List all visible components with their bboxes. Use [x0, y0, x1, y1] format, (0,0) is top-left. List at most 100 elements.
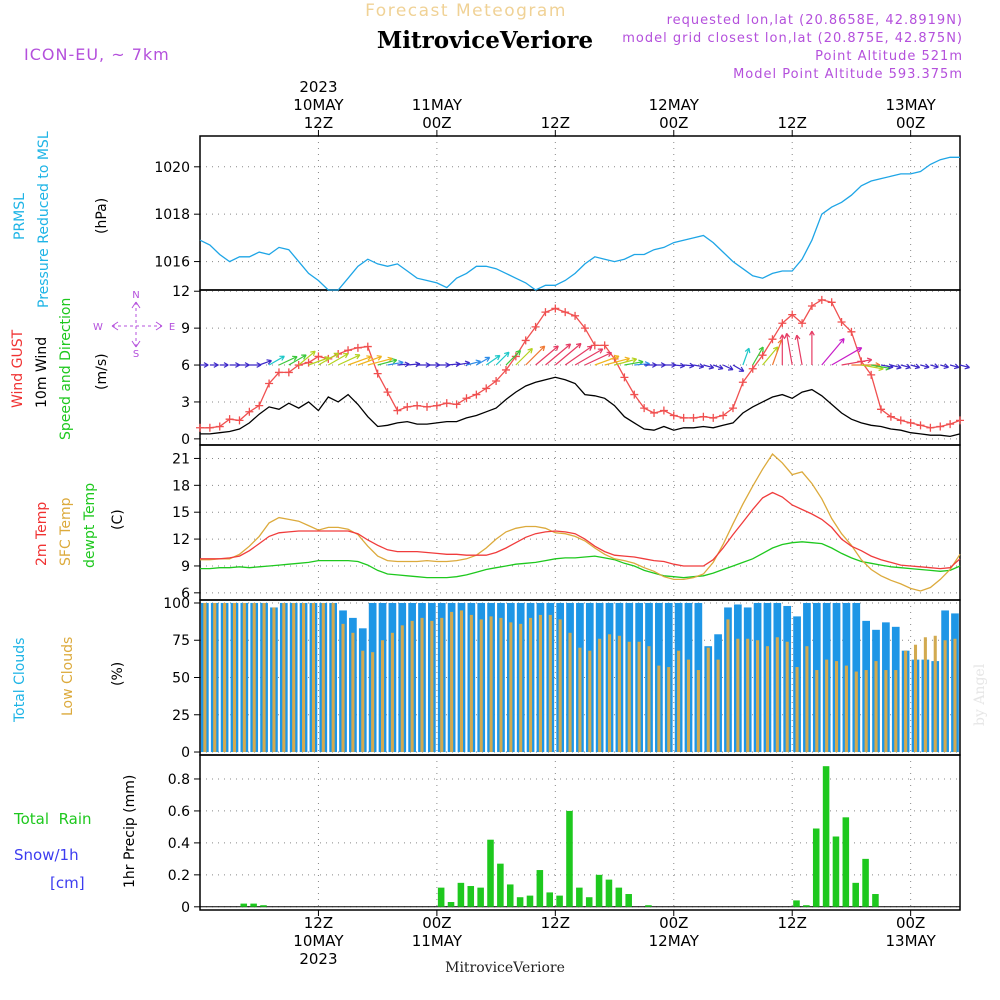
x-tick-label-bottom: 00Z: [422, 914, 451, 932]
x-tick-label-bottom: 00Z: [659, 914, 688, 932]
low-cloud-bar: [785, 641, 789, 753]
gust-point: [383, 388, 392, 397]
wind-arrow: [407, 361, 421, 368]
info-line: Model Point Altitude 593.375m: [733, 67, 963, 82]
wind-arrow: [784, 332, 793, 366]
low-cloud-bar: [578, 647, 582, 753]
y-tick-label: 18: [172, 478, 190, 494]
precip-bar: [497, 863, 504, 907]
wind-side-labels: Wind GUST 10m Wind Speed and Direction (…: [10, 290, 175, 440]
wind10-line: [200, 376, 961, 438]
precip-bar: [437, 887, 445, 907]
svg-text:N: N: [132, 290, 139, 301]
gust-point: [699, 412, 708, 421]
gust-point: [245, 407, 254, 416]
precip-bar: [872, 894, 879, 907]
gust-point: [798, 319, 807, 328]
y-tick-label: 1016: [154, 255, 190, 271]
y-tick-label: 9: [181, 559, 190, 575]
gust-point: [304, 358, 313, 367]
sfc-line: [200, 453, 961, 592]
low-cloud-bar: [854, 671, 858, 753]
gust-point: [788, 310, 797, 319]
gust-point: [590, 341, 599, 350]
gust-point: [926, 423, 935, 432]
gust-point: [600, 341, 609, 350]
gust-point: [235, 416, 244, 425]
wind-arrow: [910, 363, 921, 370]
low-cloud-bar: [213, 602, 217, 753]
low-cloud-bar: [430, 620, 434, 753]
low-cloud-bar: [825, 659, 829, 753]
gust-point: [630, 390, 639, 399]
gust-label: Wind GUST: [10, 329, 26, 408]
wind-arrow: [219, 362, 229, 368]
low-cloud-bar: [943, 640, 947, 753]
panel-frame: [199, 135, 961, 291]
total-cloud-label: Total Clouds: [12, 638, 28, 723]
precip-bar: [457, 882, 465, 907]
low-cloud-bar: [775, 637, 779, 753]
low-cloud-bar: [864, 670, 868, 753]
gust-point: [827, 298, 836, 307]
precip-bar: [250, 903, 257, 907]
low-cloud-bar: [311, 602, 315, 753]
low-cloud-bar: [400, 625, 404, 753]
y-tick-label: 3: [181, 395, 190, 411]
gust-point: [640, 404, 649, 413]
gust-point: [255, 401, 264, 410]
gust-point: [344, 346, 353, 355]
gust-point: [225, 415, 234, 424]
low-cloud-bar: [617, 635, 621, 753]
panels: 1016101810200369126912151821025507510000…: [154, 78, 961, 968]
t2m-label: 2m Temp: [34, 502, 50, 566]
wind-arrow: [654, 362, 666, 368]
low-cloud-bar: [933, 635, 937, 753]
low-cloud-bar: [548, 614, 552, 753]
dewpt-line: [200, 541, 961, 579]
wind-arrow: [930, 363, 939, 369]
low-cloud-bar: [440, 617, 444, 753]
gust-point: [511, 352, 520, 361]
gust-point: [758, 351, 767, 360]
low-cloud-bar: [341, 623, 345, 753]
snow-label: Snow/1h: [14, 846, 79, 864]
precip-bar: [852, 882, 859, 907]
wind-arrow: [288, 354, 307, 366]
precip-unit: 1hr Precip (mm): [122, 775, 138, 888]
x-tick-label-bottom: 00Z: [896, 914, 925, 932]
precip-bar: [240, 903, 248, 907]
gust-point: [689, 413, 698, 422]
wind-arrow: [712, 364, 724, 370]
low-cloud-bar: [598, 638, 602, 753]
wind-arrow: [949, 363, 960, 370]
precip-bar: [447, 902, 455, 907]
gust-point: [906, 418, 915, 427]
gust-point: [807, 301, 816, 310]
x-tick-label-bottom: 10MAY: [293, 932, 344, 950]
low-cloud-bar: [489, 616, 493, 753]
wind-arrow: [357, 355, 383, 366]
gust-point: [817, 295, 826, 304]
x-tick-label-bottom: 12Z: [778, 914, 807, 932]
wind-arrow: [752, 346, 764, 366]
wind-arrow: [861, 364, 884, 372]
wind-arrow: [722, 364, 734, 371]
low-cloud-label: Low Clouds: [60, 637, 76, 716]
gust-point: [492, 377, 501, 386]
x-tick-label-top: 12Z: [304, 114, 333, 132]
y-tick-label: 0.2: [168, 868, 190, 884]
gust-point: [521, 336, 530, 345]
wind-arrow: [495, 351, 510, 366]
x-tick-label-bottom: 2023: [299, 950, 337, 968]
low-cloud-bar: [805, 646, 809, 753]
precip-bar: [536, 870, 544, 907]
wind-arrow: [209, 362, 219, 368]
dewpt-label: dewpt Temp: [82, 483, 98, 568]
wind-arrow: [920, 363, 930, 370]
low-cloud-bar: [252, 602, 256, 753]
gust-point: [432, 401, 441, 410]
gust-point: [423, 402, 432, 411]
precip-bar: [585, 897, 593, 907]
low-cloud-bar: [509, 622, 513, 753]
